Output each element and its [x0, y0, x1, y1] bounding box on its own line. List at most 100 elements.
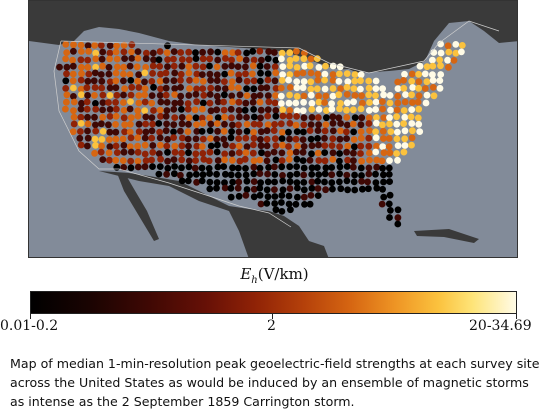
- survey-site-dot: [214, 114, 222, 121]
- survey-site-dot: [177, 99, 184, 107]
- survey-site-dot: [163, 120, 171, 128]
- survey-site-dot: [386, 214, 393, 221]
- survey-site-dot: [292, 148, 300, 156]
- figure-caption: Map of median 1-min-resolution peak geoe…: [10, 356, 540, 409]
- survey-site-dot: [186, 76, 193, 84]
- survey-site-dot: [292, 121, 300, 129]
- survey-site-dot: [92, 127, 100, 135]
- survey-site-dot: [385, 164, 393, 172]
- survey-site-dot: [105, 99, 112, 106]
- survey-site-dot: [141, 69, 149, 77]
- survey-site-dot: [351, 143, 358, 151]
- survey-site-dot: [336, 170, 343, 178]
- survey-site-dot: [134, 134, 142, 142]
- survey-site-dot: [221, 156, 229, 164]
- colorbar-tick-label-min: 0.01-0.2: [0, 318, 59, 334]
- survey-site-dot: [206, 148, 214, 156]
- survey-site-dot: [229, 49, 237, 56]
- survey-site-dot: [162, 113, 170, 120]
- survey-site-dot: [77, 105, 85, 113]
- survey-site-dot: [120, 148, 128, 156]
- survey-site-dot: [272, 69, 280, 77]
- survey-site-dot: [263, 142, 271, 150]
- survey-site-dot: [229, 142, 237, 150]
- survey-site-dot: [278, 149, 286, 157]
- survey-site-dot: [343, 171, 351, 179]
- survey-site-dot: [357, 77, 364, 85]
- survey-site-dot: [386, 178, 393, 186]
- colorbar: [30, 291, 517, 314]
- survey-site-dot: [85, 70, 93, 78]
- survey-site-dot: [408, 91, 415, 99]
- survey-site-dot: [222, 170, 229, 178]
- survey-site-dot: [185, 142, 192, 150]
- survey-site-dot: [256, 62, 264, 70]
- survey-site-dot: [192, 55, 200, 62]
- survey-site-dot: [306, 200, 314, 208]
- survey-site-dot: [141, 141, 149, 149]
- survey-site-dot: [134, 48, 142, 55]
- survey-site-dot: [343, 135, 350, 143]
- survey-site-dot: [271, 171, 279, 178]
- survey-site-dot: [150, 56, 157, 64]
- survey-site-dot: [84, 120, 92, 128]
- survey-site-dot: [157, 85, 164, 93]
- survey-site-dot: [142, 128, 150, 136]
- survey-site-dot: [458, 48, 465, 56]
- survey-site-dot: [365, 91, 373, 99]
- survey-site-dot: [394, 206, 402, 214]
- survey-site-dot: [250, 120, 258, 128]
- survey-site-dot: [126, 143, 134, 151]
- survey-site-dot: [62, 105, 69, 113]
- survey-site-dot: [323, 107, 330, 114]
- coastline: [53, 40, 119, 170]
- survey-site-dot: [257, 179, 264, 187]
- survey-site-dot: [306, 127, 314, 134]
- survey-site-dot: [372, 77, 380, 85]
- survey-site-dot: [120, 48, 128, 56]
- survey-site-dot: [184, 100, 192, 107]
- survey-site-dot: [350, 136, 358, 143]
- survey-site-dot: [113, 55, 121, 63]
- survey-site-dot: [337, 85, 344, 93]
- survey-site-dot: [127, 120, 134, 128]
- survey-site-dot: [357, 105, 365, 113]
- survey-site-dot: [221, 150, 229, 158]
- survey-site-dot: [141, 107, 149, 114]
- survey-site-dot: [308, 184, 316, 192]
- survey-site-dot: [329, 113, 337, 121]
- survey-site-dot: [293, 64, 301, 71]
- survey-site-dot: [321, 157, 329, 165]
- survey-site-dot: [199, 105, 206, 113]
- survey-site-dot: [450, 57, 458, 64]
- survey-site-dot: [92, 121, 99, 129]
- survey-site-dot: [127, 98, 134, 105]
- survey-site-dot: [198, 164, 206, 172]
- survey-site-dot: [271, 49, 278, 56]
- survey-site-dot: [336, 105, 343, 113]
- survey-site-dot: [157, 70, 164, 78]
- survey-site-dot: [77, 128, 84, 135]
- survey-site-dot: [184, 128, 192, 135]
- survey-site-dot: [329, 156, 337, 163]
- survey-site-dot: [150, 83, 157, 91]
- survey-site-dot: [350, 98, 357, 106]
- survey-site-dot: [128, 55, 136, 62]
- survey-site-dot: [351, 171, 358, 179]
- survey-site-dot: [170, 62, 178, 70]
- survey-site-dot: [336, 63, 344, 71]
- survey-site-dot: [128, 83, 136, 91]
- survey-site-dot: [149, 49, 157, 57]
- survey-site-dot: [249, 149, 257, 157]
- survey-site-dot: [91, 113, 98, 121]
- survey-site-dot: [394, 92, 402, 100]
- survey-site-dot: [257, 114, 264, 122]
- survey-site-dot: [415, 84, 422, 92]
- survey-site-dot: [220, 98, 228, 106]
- survey-site-dot: [328, 105, 336, 113]
- survey-site-dot: [112, 112, 120, 120]
- survey-site-dot: [179, 134, 186, 142]
- survey-site-dot: [300, 179, 308, 186]
- survey-site-dot: [84, 127, 91, 135]
